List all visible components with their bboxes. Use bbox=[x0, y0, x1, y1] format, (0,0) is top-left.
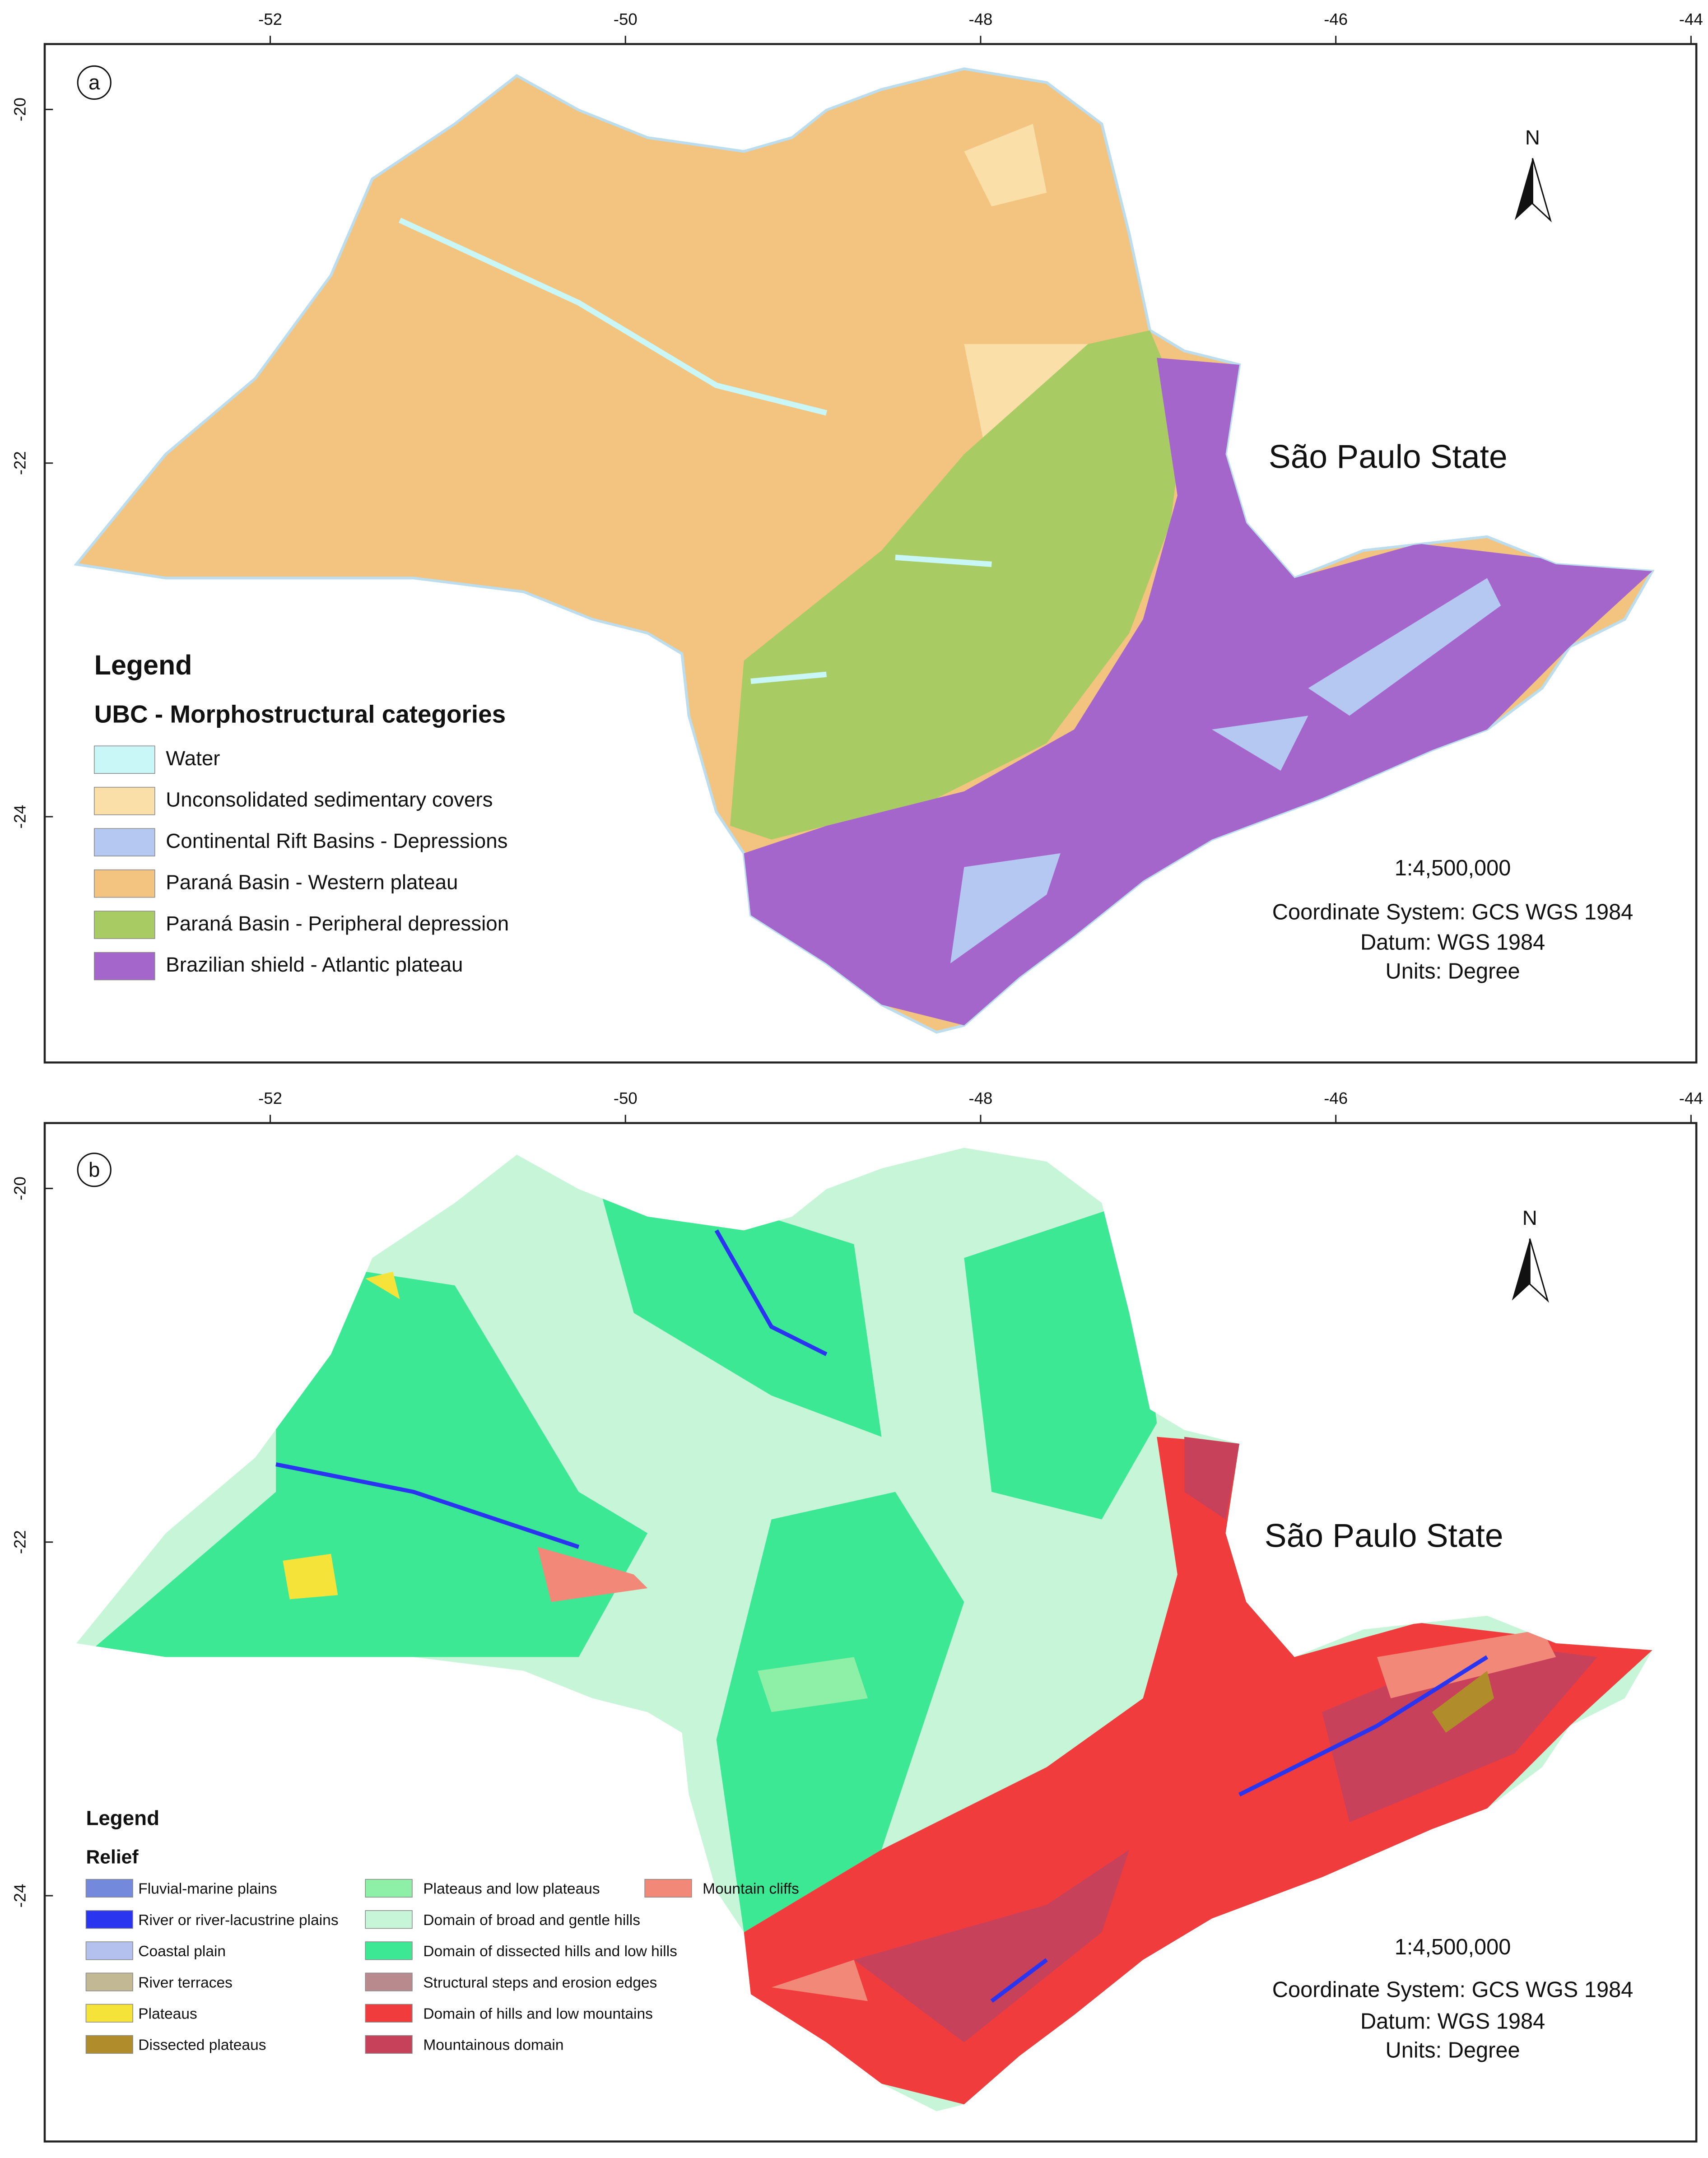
map-info: Coordinate System: GCS WGS 1984 bbox=[1272, 900, 1634, 924]
region-peripheral-depression bbox=[730, 330, 1185, 840]
region-dissected-hills bbox=[83, 1161, 1157, 1933]
map-info: Datum: WGS 1984 bbox=[1360, 930, 1545, 954]
map-b bbox=[76, 1148, 1652, 2111]
legend-swatch bbox=[85, 1972, 133, 1991]
legend-label: Plateaus bbox=[138, 2005, 197, 2022]
panel-frame bbox=[43, 1122, 1698, 2143]
lon-tick-label: -46 bbox=[1324, 10, 1348, 28]
region-low-plateaus bbox=[758, 1657, 868, 1712]
legend-label: Fluvial-marine plains bbox=[138, 1881, 277, 1898]
legend-label: Paraná Basin - Western plateau bbox=[166, 870, 458, 893]
panel-label-circle bbox=[77, 1153, 112, 1187]
map-info: Coordinate System: GCS WGS 1984 bbox=[1272, 1977, 1634, 2002]
legend-swatch bbox=[85, 1879, 133, 1898]
legend-title: Legend bbox=[94, 650, 192, 680]
lon-tick-label: -52 bbox=[258, 1089, 282, 1107]
region-atlantic-plateau bbox=[744, 358, 1652, 1026]
region-plateaus bbox=[283, 1271, 400, 1600]
lat-tick-label: -20 bbox=[10, 98, 29, 121]
legend-label: Domain of broad and gentle hills bbox=[423, 1912, 640, 1929]
map-info: Datum: WGS 1984 bbox=[1360, 2009, 1545, 2033]
lat-tick-label: -24 bbox=[10, 805, 29, 829]
lat-tick-label: -22 bbox=[10, 451, 29, 475]
region-river-plains bbox=[275, 1229, 1489, 2003]
panel-label: b bbox=[88, 1158, 100, 1181]
lon-tick-label: -50 bbox=[614, 10, 638, 28]
map-title: São Paulo State bbox=[1269, 438, 1508, 475]
legend-swatch bbox=[644, 1879, 692, 1898]
legend-label: Domain of dissected hills and low hills bbox=[423, 1943, 677, 1960]
legend-label: Water bbox=[166, 747, 220, 770]
legend-swatch bbox=[93, 869, 155, 898]
region-rift-basins bbox=[950, 578, 1501, 963]
legend-label: Coastal plain bbox=[138, 1943, 226, 1960]
north-label: N bbox=[1522, 1206, 1537, 1229]
legend-label: Mountain cliffs bbox=[703, 1881, 799, 1898]
legend-swatch bbox=[365, 1879, 413, 1898]
legend-swatch bbox=[365, 1941, 413, 1960]
legend-subtitle: UBC - Morphostructural categories bbox=[94, 700, 506, 728]
lon-tick-label: -48 bbox=[969, 10, 993, 28]
legend-label: River terraces bbox=[138, 1974, 233, 1991]
region-dissected-plateaus bbox=[1432, 1670, 1494, 1733]
legend-swatch bbox=[93, 911, 155, 939]
north-arrow bbox=[1531, 158, 1552, 223]
legend-title: Legend bbox=[86, 1806, 159, 1829]
north-arrow bbox=[1529, 1238, 1549, 1303]
legend-label: Continental Rift Basins - Depressions bbox=[166, 829, 507, 852]
lon-tick-label: -44 bbox=[1679, 1089, 1703, 1107]
legend-swatch bbox=[93, 828, 155, 856]
map-title: São Paulo State bbox=[1265, 1517, 1503, 1554]
panel-label: a bbox=[88, 71, 100, 94]
legend-label: Paraná Basin - Peripheral depression bbox=[166, 912, 509, 935]
region-water bbox=[398, 218, 992, 684]
lat-tick-label: -20 bbox=[10, 1177, 29, 1200]
legend-label: Unconsolidated sedimentary covers bbox=[166, 788, 493, 811]
legend-label: Brazilian shield - Atlantic plateau bbox=[166, 953, 463, 976]
legend-swatch bbox=[85, 1941, 133, 1960]
lon-tick-label: -44 bbox=[1679, 10, 1703, 28]
legend-label: Mountainous domain bbox=[423, 2037, 563, 2054]
lon-tick-label: -50 bbox=[614, 1089, 638, 1107]
legend-swatch bbox=[93, 786, 155, 815]
legend-swatch bbox=[93, 745, 155, 774]
north-arrow bbox=[1514, 158, 1533, 220]
north-arrow bbox=[1512, 1238, 1530, 1301]
legend-subtitle: Relief bbox=[86, 1846, 139, 1868]
legend-label: Structural steps and erosion edges bbox=[423, 1974, 657, 1991]
lon-tick-label: -48 bbox=[969, 1089, 993, 1107]
lat-tick-label: -24 bbox=[10, 1884, 29, 1908]
panel-label-circle bbox=[77, 65, 112, 100]
legend-label: Plateaus and low plateaus bbox=[423, 1881, 600, 1898]
north-label: N bbox=[1525, 126, 1540, 149]
map-info: Units: Degree bbox=[1386, 2038, 1520, 2062]
map-info: 1:4,500,000 bbox=[1395, 856, 1511, 880]
legend-swatch bbox=[365, 1972, 413, 1991]
legend-swatch bbox=[93, 952, 155, 981]
map-info: Units: Degree bbox=[1386, 959, 1520, 983]
map-info: 1:4,500,000 bbox=[1395, 1935, 1511, 1959]
legend-swatch bbox=[85, 2004, 133, 2023]
lon-tick-label: -46 bbox=[1324, 1089, 1348, 1107]
legend-label: Domain of hills and low mountains bbox=[423, 2005, 653, 2022]
lat-tick-label: -22 bbox=[10, 1530, 29, 1554]
legend-swatch bbox=[85, 1910, 133, 1929]
lon-tick-label: -52 bbox=[258, 10, 282, 28]
legend-swatch bbox=[365, 2004, 413, 2023]
legend-swatch bbox=[85, 2035, 133, 2054]
panel-frame bbox=[43, 43, 1698, 1064]
legend-swatch bbox=[365, 1910, 413, 1929]
legend-label: River or river-lacustrine plains bbox=[138, 1912, 338, 1929]
legend-swatch bbox=[365, 2035, 413, 2054]
legend-label: Dissected plateaus bbox=[138, 2037, 266, 2054]
region-mountainous bbox=[854, 1437, 1597, 2042]
